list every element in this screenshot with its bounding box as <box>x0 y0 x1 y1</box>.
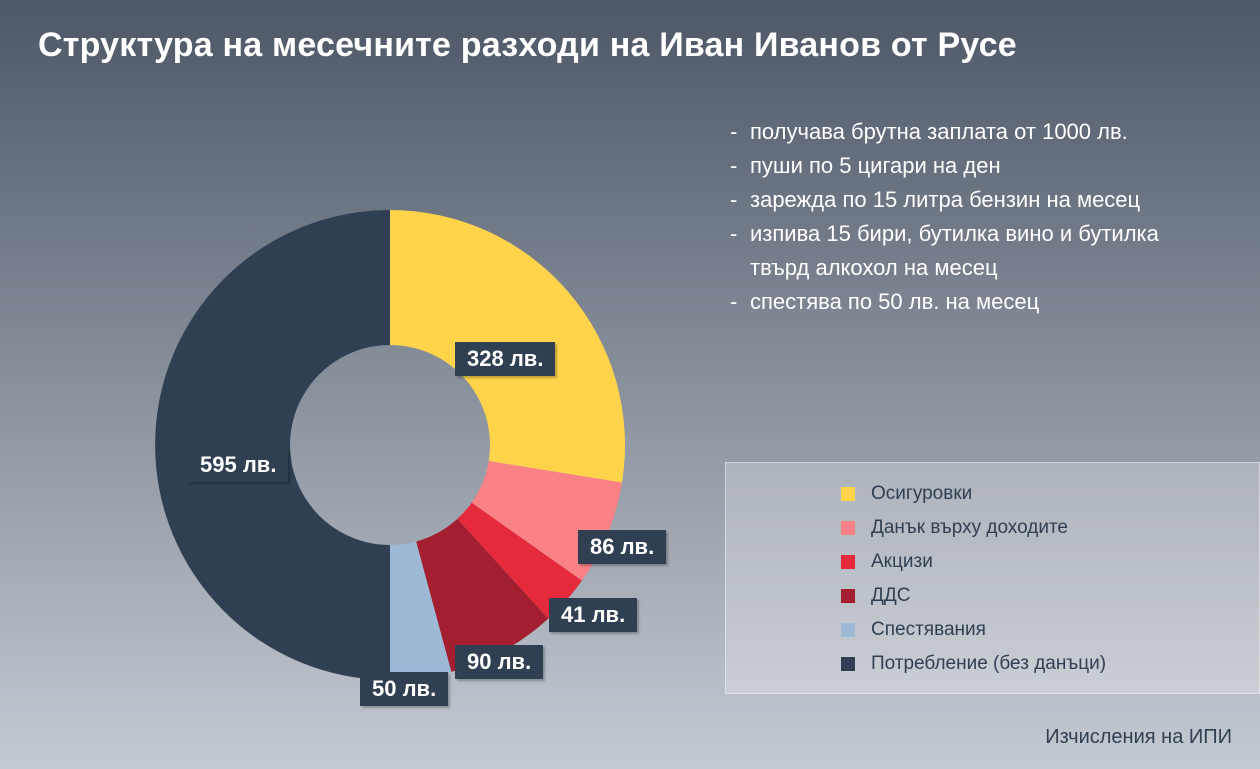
legend-label: Потребление (без данъци) <box>871 653 1106 675</box>
slice-value-label: 50 лв. <box>360 672 448 706</box>
slice-value-label: 595 лв. <box>188 448 288 482</box>
legend-swatch <box>841 589 855 603</box>
legend-label: Осигуровки <box>871 483 972 505</box>
fact-text: изпива 15 бири, бутилка вино и бутилка т… <box>750 217 1180 285</box>
legend-item: Акцизи <box>841 545 1259 579</box>
bullet-dash: - <box>730 149 750 183</box>
legend-label: ДДС <box>871 585 910 607</box>
legend-swatch <box>841 555 855 569</box>
legend-label: Спестявания <box>871 619 986 641</box>
page-title: Структура на месечните разходи на Иван И… <box>38 26 1017 65</box>
bullet-dash: - <box>730 285 750 319</box>
credit-line: Изчисления на ИПИ <box>1045 726 1232 749</box>
legend-label: Акцизи <box>871 551 933 573</box>
legend-label: Данък върху доходите <box>871 517 1068 539</box>
legend-item: Осигуровки <box>841 477 1259 511</box>
legend-item: Данък върху доходите <box>841 511 1259 545</box>
legend: Осигуровки Данък върху доходите Акцизи ДДС С… <box>725 462 1260 694</box>
fact-item: -получава брутна заплата от 1000 лв. <box>730 115 1180 149</box>
legend-swatch <box>841 657 855 671</box>
fact-item: -зарежда по 15 литра бензин на месец <box>730 183 1180 217</box>
infographic-canvas: Структура на месечните разходи на Иван И… <box>0 0 1260 769</box>
facts-list: -получава брутна заплата от 1000 лв.-пуш… <box>730 115 1180 320</box>
slice-value-label: 41 лв. <box>549 598 637 632</box>
fact-item: -изпива 15 бири, бутилка вино и бутилка … <box>730 217 1180 285</box>
fact-text: спестява по 50 лв. на месец <box>750 285 1039 319</box>
slice-value-label: 86 лв. <box>578 530 666 564</box>
legend-swatch <box>841 487 855 501</box>
bullet-dash: - <box>730 115 750 149</box>
fact-text: зарежда по 15 литра бензин на месец <box>750 183 1140 217</box>
legend-item: ДДС <box>841 579 1259 613</box>
slice-value-label: 328 лв. <box>455 342 555 376</box>
fact-text: пуши по 5 цигари на ден <box>750 149 1001 183</box>
legend-swatch <box>841 623 855 637</box>
legend-item: Спестявания <box>841 613 1259 647</box>
fact-item: -пуши по 5 цигари на ден <box>730 149 1180 183</box>
legend-item: Потребление (без данъци) <box>841 647 1259 681</box>
fact-item: -спестява по 50 лв. на месец <box>730 285 1180 319</box>
slice-value-label: 90 лв. <box>455 645 543 679</box>
donut-slice <box>155 210 390 680</box>
legend-swatch <box>841 521 855 535</box>
bullet-dash: - <box>730 183 750 217</box>
fact-text: получава брутна заплата от 1000 лв. <box>750 115 1128 149</box>
bullet-dash: - <box>730 217 750 285</box>
